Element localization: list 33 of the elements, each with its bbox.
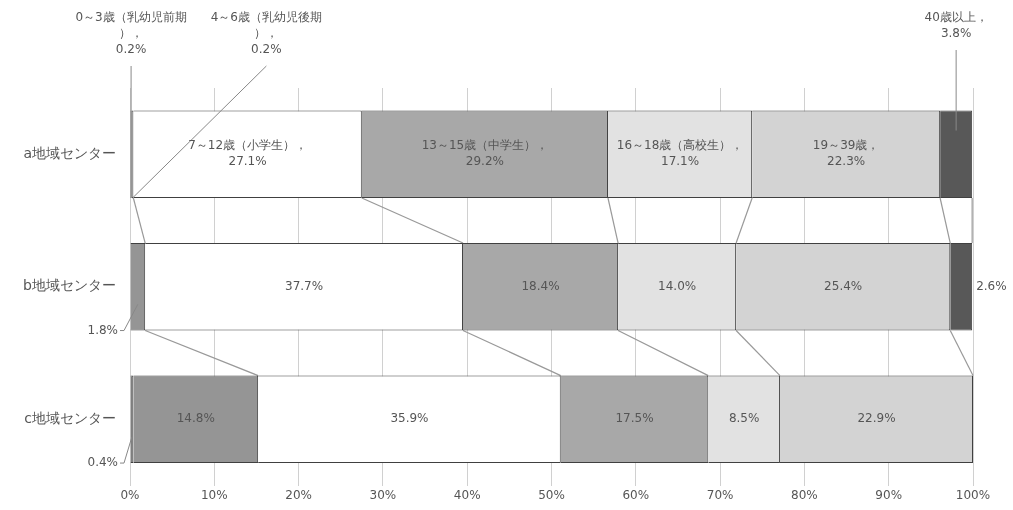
data-label: 13～15歳（中学生），29.2%	[421, 138, 549, 169]
x-tick-label: 20%	[285, 487, 312, 502]
y-tick-label: a地域センター	[23, 144, 116, 161]
data-label: 14.0%	[658, 278, 697, 293]
x-tick-label: 90%	[875, 487, 903, 502]
data-label: 4～6歳（乳幼児後期），0.2%	[210, 10, 322, 57]
data-label: 0～3歳（乳幼児前期），0.2%	[75, 10, 187, 57]
x-tick-label: 60%	[622, 487, 650, 502]
data-label: 22.9%	[857, 411, 896, 426]
x-tick-label: 100%	[955, 487, 991, 502]
x-tick-label: 80%	[791, 487, 818, 502]
data-label: 19～39歳，22.3%	[812, 138, 880, 169]
x-tick-label: 0%	[120, 487, 140, 502]
data-label: 14.8%	[176, 411, 215, 426]
y-tick-label: b地域センター	[23, 277, 116, 294]
data-label: 17.5%	[615, 411, 654, 426]
data-label: 2.6%	[976, 278, 1007, 293]
y-tick-label: c地域センター	[24, 409, 116, 426]
x-tick-label: 10%	[200, 487, 228, 502]
data-label: 8.5%	[728, 411, 760, 426]
x-tick-label: 50%	[538, 487, 565, 502]
x-tick-label: 30%	[369, 487, 397, 502]
data-label: 37.7%	[285, 278, 324, 293]
data-label: 35.9%	[390, 411, 429, 426]
data-label: 25.4%	[824, 278, 863, 293]
data-label: 1.8%	[87, 322, 118, 337]
x-tick-label: 40%	[453, 487, 481, 502]
data-label: 0.4%	[87, 455, 118, 470]
data-label: 18.4%	[521, 278, 560, 293]
x-tick-label: 70%	[706, 487, 734, 502]
data-label: 40歳以上，3.8%	[924, 10, 988, 41]
data-label: 16～18歳（高校生），17.1%	[616, 138, 744, 169]
data-label: 7～12歳（小学生），27.1%	[188, 138, 308, 169]
